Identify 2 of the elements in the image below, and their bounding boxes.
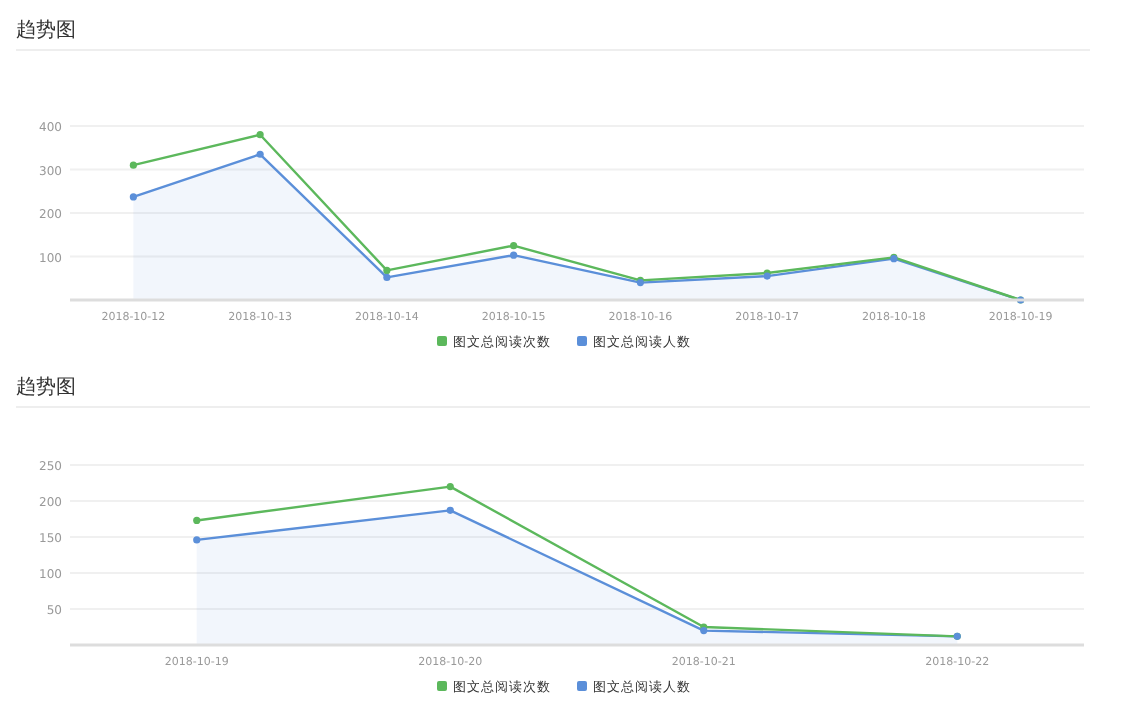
chart-title: 趋势图 — [16, 18, 76, 42]
chart-title: 趋势图 — [16, 375, 76, 399]
